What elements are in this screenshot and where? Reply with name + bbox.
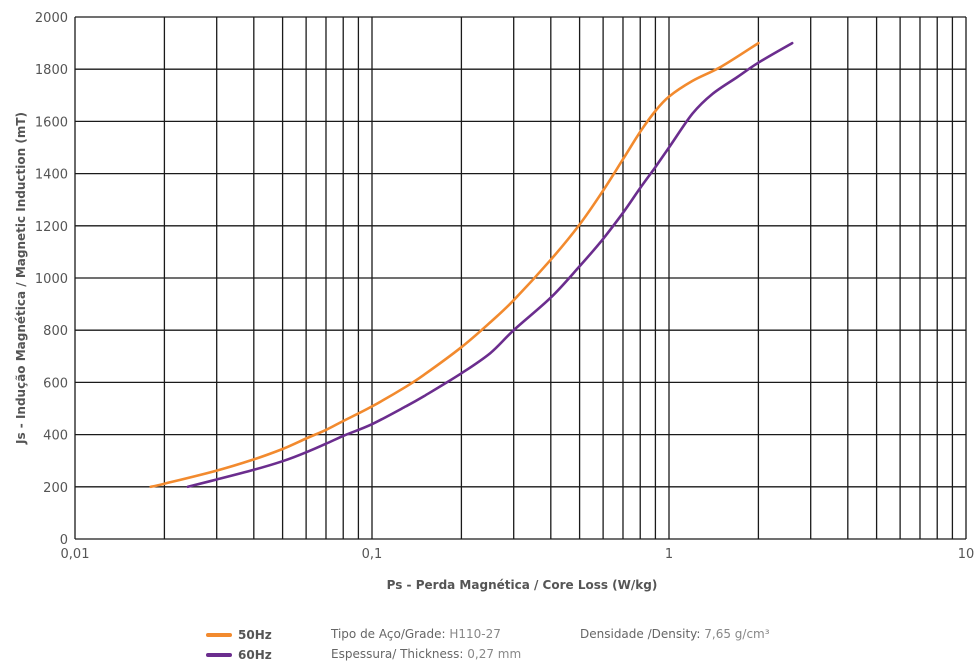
series-line-60hz: [186, 41, 794, 489]
thickness-info: Espessura/ Thickness: 0,27 mm: [331, 647, 521, 661]
y-axis-title: Js - Indução Magnética / Magnetic Induct…: [14, 112, 28, 445]
x-tick-label: 1: [665, 547, 673, 562]
y-tick-label: 1800: [35, 63, 68, 78]
y-tick-label: 1000: [35, 272, 68, 287]
y-tick-label: 400: [43, 429, 68, 444]
series-line-50hz: [149, 41, 760, 489]
legend-swatch-50hz: [206, 633, 232, 637]
tick-labels: 0 200 400 600 800 1000 1200 1400 1600 1800 2000 0,0…: [35, 11, 974, 562]
density-info: Densidade /Density: 7,65 g/cm³: [580, 627, 770, 641]
x-tick-label: 0,01: [61, 547, 90, 562]
y-tick-label: 1200: [35, 220, 68, 235]
grade-value: H110-27: [449, 627, 501, 641]
series-lines: [149, 41, 794, 489]
thickness-value: 0,27 mm: [467, 647, 522, 661]
y-tick-label: 1600: [35, 115, 68, 130]
y-tick-label: 2000: [35, 11, 68, 26]
y-tick-label: 800: [43, 324, 68, 339]
legend-swatch-60hz: [206, 653, 232, 657]
y-tick-label: 600: [43, 376, 68, 391]
x-axis-title: Ps - Perda Magnética / Core Loss (W/kg): [387, 578, 658, 592]
legend-item-50hz: 50Hz: [206, 625, 272, 645]
legend: 50Hz 60Hz: [206, 625, 272, 665]
density-key: Densidade /Density:: [580, 627, 705, 641]
x-tick-label: 0,1: [362, 547, 383, 562]
y-tick-label: 1400: [35, 168, 68, 183]
density-value: 7,65 g/cm³: [704, 627, 770, 641]
x-tick-label: 10: [958, 547, 975, 562]
thickness-key: Espessura/ Thickness:: [331, 647, 468, 661]
grid-lines: [74, 16, 967, 540]
y-tick-label: 200: [43, 481, 68, 496]
y-tick-label: 0: [60, 533, 68, 548]
legend-label-50hz: 50Hz: [238, 628, 272, 642]
grade-key: Tipo de Aço/Grade:: [331, 627, 450, 641]
legend-label-60hz: 60Hz: [238, 648, 272, 662]
grade-info: Tipo de Aço/Grade: H110-27: [331, 627, 501, 641]
legend-item-60hz: 60Hz: [206, 645, 272, 665]
